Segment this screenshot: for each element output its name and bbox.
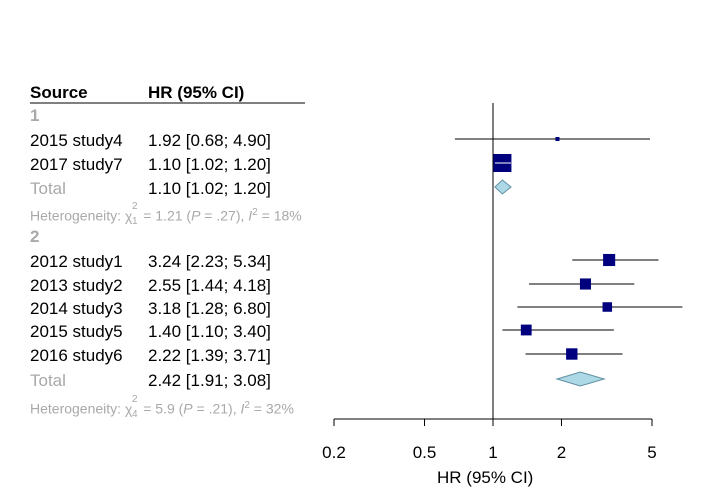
study-source: 2015 study4	[30, 131, 123, 150]
x-tick-label: 1	[488, 443, 497, 462]
x-tick-label: 5	[647, 443, 656, 462]
study-hr: 3.24 [2.23; 5.34]	[148, 252, 271, 271]
study-source: 2013 study2	[30, 276, 123, 295]
study-hr: 1.10 [1.02; 1.20]	[148, 155, 271, 174]
total-hr: 1.10 [1.02; 1.20]	[148, 179, 271, 198]
study-source: 2012 study1	[30, 252, 123, 271]
source-header: Source	[30, 83, 88, 102]
study-source: 2017 study7	[30, 155, 123, 174]
plot-area: 0.2 0.5 1 2 5 HR (95% CI)	[322, 103, 683, 487]
study-hr: 1.92 [0.68; 4.90]	[148, 131, 271, 150]
group-label: 2	[30, 227, 40, 246]
total-label: Total	[30, 371, 66, 390]
study-hr: 2.22 [1.39; 3.71]	[148, 346, 271, 365]
study-hr: 3.18 [1.28; 6.80]	[148, 299, 271, 318]
pooled-diamond	[494, 179, 512, 195]
x-tick-label: 0.2	[322, 443, 346, 462]
study-source: 2016 study6	[30, 346, 123, 365]
hr-marker	[520, 324, 532, 336]
hr-ci-header: HR (95% CI)	[148, 83, 245, 102]
study-hr: 1.40 [1.10; 3.40]	[148, 322, 271, 341]
pooled-diamond	[555, 371, 606, 387]
hr-marker	[566, 348, 578, 360]
group-label: 1	[30, 106, 40, 125]
study-hr: 2.55 [1.44; 4.18]	[148, 276, 271, 295]
hr-marker	[603, 253, 616, 267]
hr-marker	[602, 302, 613, 312]
study-source: 2015 study5	[30, 322, 123, 341]
hr-marker	[555, 136, 560, 142]
x-axis-label: HR (95% CI)	[437, 468, 533, 487]
study-source: 2014 study3	[30, 299, 123, 318]
total-hr: 2.42 [1.91; 3.08]	[148, 371, 271, 390]
x-tick-label: 0.5	[413, 443, 437, 462]
x-tick-label: 2	[557, 443, 566, 462]
total-label: Total	[30, 179, 66, 198]
hr-marker	[579, 278, 592, 290]
